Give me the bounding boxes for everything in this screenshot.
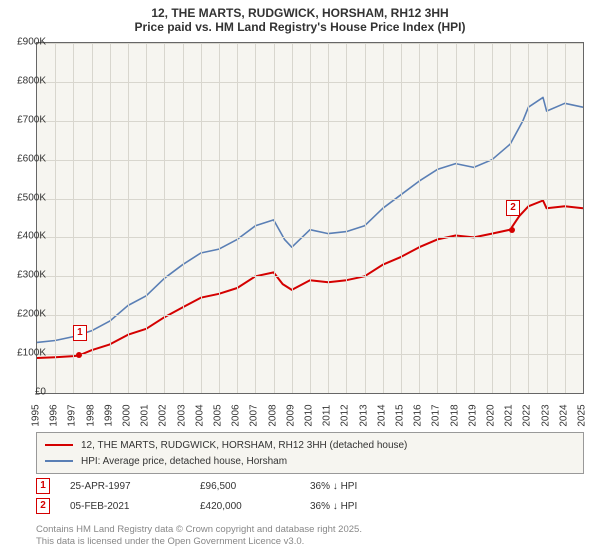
x-axis-label: 2000 xyxy=(122,404,133,426)
x-axis-label: 2002 xyxy=(158,404,169,426)
x-axis-label: 2010 xyxy=(304,404,315,426)
y-axis-label: £100K xyxy=(17,348,46,359)
x-axis-label: 2025 xyxy=(577,404,588,426)
sale-date: 05-FEB-2021 xyxy=(70,501,180,512)
x-axis-label: 2018 xyxy=(449,404,460,426)
gridline-v xyxy=(292,43,293,393)
sale-pct-vs-hpi: 36% ↓ HPI xyxy=(310,501,420,512)
gridline-v xyxy=(146,43,147,393)
gridline-v xyxy=(164,43,165,393)
sale-price: £96,500 xyxy=(200,481,290,492)
gridline-v xyxy=(255,43,256,393)
x-axis-label: 1998 xyxy=(85,404,96,426)
x-axis-label: 1996 xyxy=(49,404,60,426)
gridline-v xyxy=(528,43,529,393)
chart-marker-1: 1 xyxy=(73,325,87,341)
attribution-line-2: This data is licensed under the Open Gov… xyxy=(36,536,584,548)
gridline-v xyxy=(492,43,493,393)
chart-title-block: 12, THE MARTS, RUDGWICK, HORSHAM, RH12 3… xyxy=(0,0,600,36)
gridline-v xyxy=(110,43,111,393)
x-axis-label: 2014 xyxy=(376,404,387,426)
x-axis-label: 2004 xyxy=(194,404,205,426)
x-axis-label: 2023 xyxy=(540,404,551,426)
gridline-v xyxy=(565,43,566,393)
gridline-v xyxy=(237,43,238,393)
x-axis-label: 2003 xyxy=(176,404,187,426)
x-axis-label: 2017 xyxy=(431,404,442,426)
gridline-v xyxy=(219,43,220,393)
gridline-v xyxy=(437,43,438,393)
y-axis-label: £900K xyxy=(17,37,46,48)
x-axis-label: 2015 xyxy=(395,404,406,426)
x-axis-label: 2022 xyxy=(522,404,533,426)
legend-swatch-property xyxy=(45,444,73,446)
gridline-v xyxy=(401,43,402,393)
chart-plot-area: 12 xyxy=(36,42,584,394)
title-line-1: 12, THE MARTS, RUDGWICK, HORSHAM, RH12 3… xyxy=(0,6,600,20)
gridline-v xyxy=(274,43,275,393)
x-axis-label: 2024 xyxy=(558,404,569,426)
legend-label-hpi: HPI: Average price, detached house, Hors… xyxy=(81,456,287,467)
gridline-v xyxy=(128,43,129,393)
x-axis-label: 2009 xyxy=(285,404,296,426)
gridline-v xyxy=(419,43,420,393)
x-axis-label: 2001 xyxy=(140,404,151,426)
y-axis-label: £600K xyxy=(17,153,46,164)
sale-row: 1 25-APR-1997 £96,500 36% ↓ HPI xyxy=(36,476,584,496)
y-axis-label: £800K xyxy=(17,75,46,86)
gridline-v xyxy=(474,43,475,393)
gridline-v xyxy=(346,43,347,393)
chart-marker-2: 2 xyxy=(506,200,520,216)
gridline-v xyxy=(547,43,548,393)
gridline-v xyxy=(310,43,311,393)
x-axis-label: 1995 xyxy=(31,404,42,426)
legend-label-property: 12, THE MARTS, RUDGWICK, HORSHAM, RH12 3… xyxy=(81,440,407,451)
sale-date: 25-APR-1997 xyxy=(70,481,180,492)
x-axis-label: 2021 xyxy=(504,404,515,426)
legend-swatch-hpi xyxy=(45,460,73,462)
sale-marker-2: 2 xyxy=(36,498,50,514)
x-axis-label: 2011 xyxy=(322,405,333,427)
y-axis-label: £200K xyxy=(17,309,46,320)
gridline-v xyxy=(183,43,184,393)
x-axis-label: 1997 xyxy=(67,404,78,426)
x-axis-label: 2008 xyxy=(267,404,278,426)
gridline-v xyxy=(328,43,329,393)
x-axis-label: 2006 xyxy=(231,404,242,426)
gridline-v xyxy=(456,43,457,393)
sale-price: £420,000 xyxy=(200,501,290,512)
gridline-v xyxy=(365,43,366,393)
sale-row: 2 05-FEB-2021 £420,000 36% ↓ HPI xyxy=(36,496,584,516)
y-axis-label: £0 xyxy=(35,387,46,398)
gridline-v xyxy=(510,43,511,393)
x-axis-label: 2012 xyxy=(340,404,351,426)
x-axis-label: 2007 xyxy=(249,404,260,426)
x-axis-label: 2019 xyxy=(467,404,478,426)
sale-marker-1: 1 xyxy=(36,478,50,494)
sale-point-dot xyxy=(76,352,82,358)
legend-box: 12, THE MARTS, RUDGWICK, HORSHAM, RH12 3… xyxy=(36,432,584,474)
y-axis-label: £500K xyxy=(17,192,46,203)
y-axis-label: £300K xyxy=(17,270,46,281)
attribution-text: Contains HM Land Registry data © Crown c… xyxy=(36,524,584,549)
sale-point-dot xyxy=(509,227,515,233)
legend-row: HPI: Average price, detached house, Hors… xyxy=(45,453,575,469)
sales-table: 1 25-APR-1997 £96,500 36% ↓ HPI 2 05-FEB… xyxy=(36,476,584,516)
gridline-v xyxy=(92,43,93,393)
sale-pct-vs-hpi: 36% ↓ HPI xyxy=(310,481,420,492)
x-axis-label: 2020 xyxy=(486,404,497,426)
x-axis-label: 2005 xyxy=(213,404,224,426)
y-axis-label: £700K xyxy=(17,114,46,125)
x-axis-label: 2013 xyxy=(358,404,369,426)
x-axis-label: 2016 xyxy=(413,404,424,426)
gridline-v xyxy=(383,43,384,393)
y-axis-label: £400K xyxy=(17,231,46,242)
gridline-v xyxy=(55,43,56,393)
title-line-2: Price paid vs. HM Land Registry's House … xyxy=(0,20,600,34)
gridline-v xyxy=(201,43,202,393)
x-axis-label: 1999 xyxy=(103,404,114,426)
attribution-line-1: Contains HM Land Registry data © Crown c… xyxy=(36,524,584,536)
legend-row: 12, THE MARTS, RUDGWICK, HORSHAM, RH12 3… xyxy=(45,437,575,453)
